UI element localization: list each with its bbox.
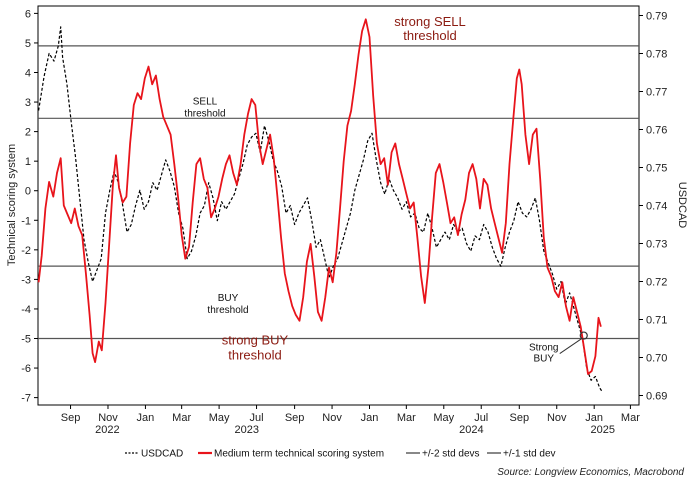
- x-tick-label: Jul: [250, 412, 264, 424]
- x-year-label: 2025: [591, 424, 615, 436]
- strong-buy-point-sublabel: BUY: [533, 354, 554, 365]
- y-tick-label: 2: [25, 127, 31, 139]
- x-tick-label: Nov: [98, 412, 118, 424]
- buy-threshold-label: threshold: [207, 305, 248, 316]
- buy-label: BUY: [218, 293, 239, 304]
- y-tick-label: -5: [21, 334, 31, 346]
- x-tick-label: Mar: [172, 412, 191, 424]
- y-tick-label: -4: [21, 304, 31, 316]
- y2-tick-label: 0.74: [646, 201, 667, 213]
- y2-tick-label: 0.70: [646, 353, 667, 365]
- legend-label-0: USDCAD: [141, 449, 183, 460]
- strong-buy-marker: [579, 331, 588, 340]
- x-tick-label: Sep: [61, 412, 81, 424]
- strong-buy-label: strong BUY: [222, 333, 289, 348]
- y-tick-label: 6: [25, 8, 31, 20]
- x-tick-label: Nov: [322, 412, 342, 424]
- y-tick-label: 4: [25, 68, 31, 80]
- y2-tick-label: 0.78: [646, 49, 667, 61]
- series-lines: [37, 18, 603, 393]
- series-line-medium-term-technical-scoring-system: [37, 18, 602, 375]
- x-year-label: 2023: [234, 424, 258, 436]
- y-tick-label: 5: [25, 38, 31, 50]
- x-tick-label: Mar: [621, 412, 640, 424]
- y2-tick-label: 0.72: [646, 277, 667, 289]
- series-line-usdcad: [38, 26, 603, 393]
- strong-buy-pointer: [559, 338, 583, 354]
- x-tick-label: Nov: [547, 412, 567, 424]
- strong-buy-threshold-label: threshold: [228, 348, 281, 363]
- y2-tick-label: 0.75: [646, 163, 667, 175]
- y2-tick-label: 0.77: [646, 87, 667, 99]
- y-tick-label: 0: [25, 186, 31, 198]
- y2-tick-label: 0.76: [646, 125, 667, 137]
- y2-tick-label: 0.71: [646, 315, 667, 327]
- legend-label-2: +/-2 std devs: [422, 449, 480, 460]
- x-tick-label: Sep: [510, 412, 530, 424]
- y-tick-label: -2: [21, 245, 31, 257]
- y-tick-label: -6: [21, 363, 31, 375]
- legend-label-1: Medium term technical scoring system: [214, 449, 384, 460]
- x-tick-label: Mar: [397, 412, 416, 424]
- legend: USDCAD Medium term technical scoring syst…: [125, 449, 556, 460]
- x-tick-label: Jan: [585, 412, 603, 424]
- legend-label-3: +/-1 std dev: [503, 449, 556, 460]
- strong-sell-threshold-label: threshold: [403, 28, 456, 43]
- axes: -7 -6 -5 -4 -3 -2 -1 0 1 2 3 4 5 6 0.69 0.70 0.71 0.72 0.7…: [21, 8, 667, 436]
- sell-label: SELL: [193, 96, 218, 107]
- sell-threshold-label: threshold: [184, 108, 225, 119]
- y2-tick-label: 0.73: [646, 239, 667, 251]
- y2-tick-label: 0.69: [646, 391, 667, 403]
- source-note: Source: Longview Economics, Macrobond: [497, 467, 684, 478]
- threshold-lines: [38, 45, 639, 340]
- y-tick-label: -1: [21, 215, 31, 227]
- x-year-label: 2024: [459, 424, 483, 436]
- y2-tick-label: 0.79: [646, 11, 667, 23]
- y-tick-label: -3: [21, 274, 31, 286]
- x-tick-label: Jan: [137, 412, 155, 424]
- y-tick-label: 1: [25, 156, 31, 168]
- x-tick-label: Sep: [285, 412, 305, 424]
- x-tick-label: Jan: [361, 412, 379, 424]
- y-tick-label: 3: [25, 97, 31, 109]
- x-tick-label: Jul: [474, 412, 488, 424]
- x-year-label: 2022: [95, 424, 119, 436]
- x-tick-label: May: [433, 412, 454, 424]
- y2-axis-title: USDCAD: [676, 182, 688, 229]
- annotations: strong SELLthresholdSELLthresholdBUYthre…: [184, 14, 588, 365]
- strong-sell-label: strong SELL: [394, 14, 466, 29]
- x-tick-label: May: [209, 412, 230, 424]
- y-axis-title: Technical scoring system: [6, 144, 18, 266]
- y-tick-label: -7: [21, 393, 31, 405]
- strong-buy-point-label: Strong: [529, 343, 558, 354]
